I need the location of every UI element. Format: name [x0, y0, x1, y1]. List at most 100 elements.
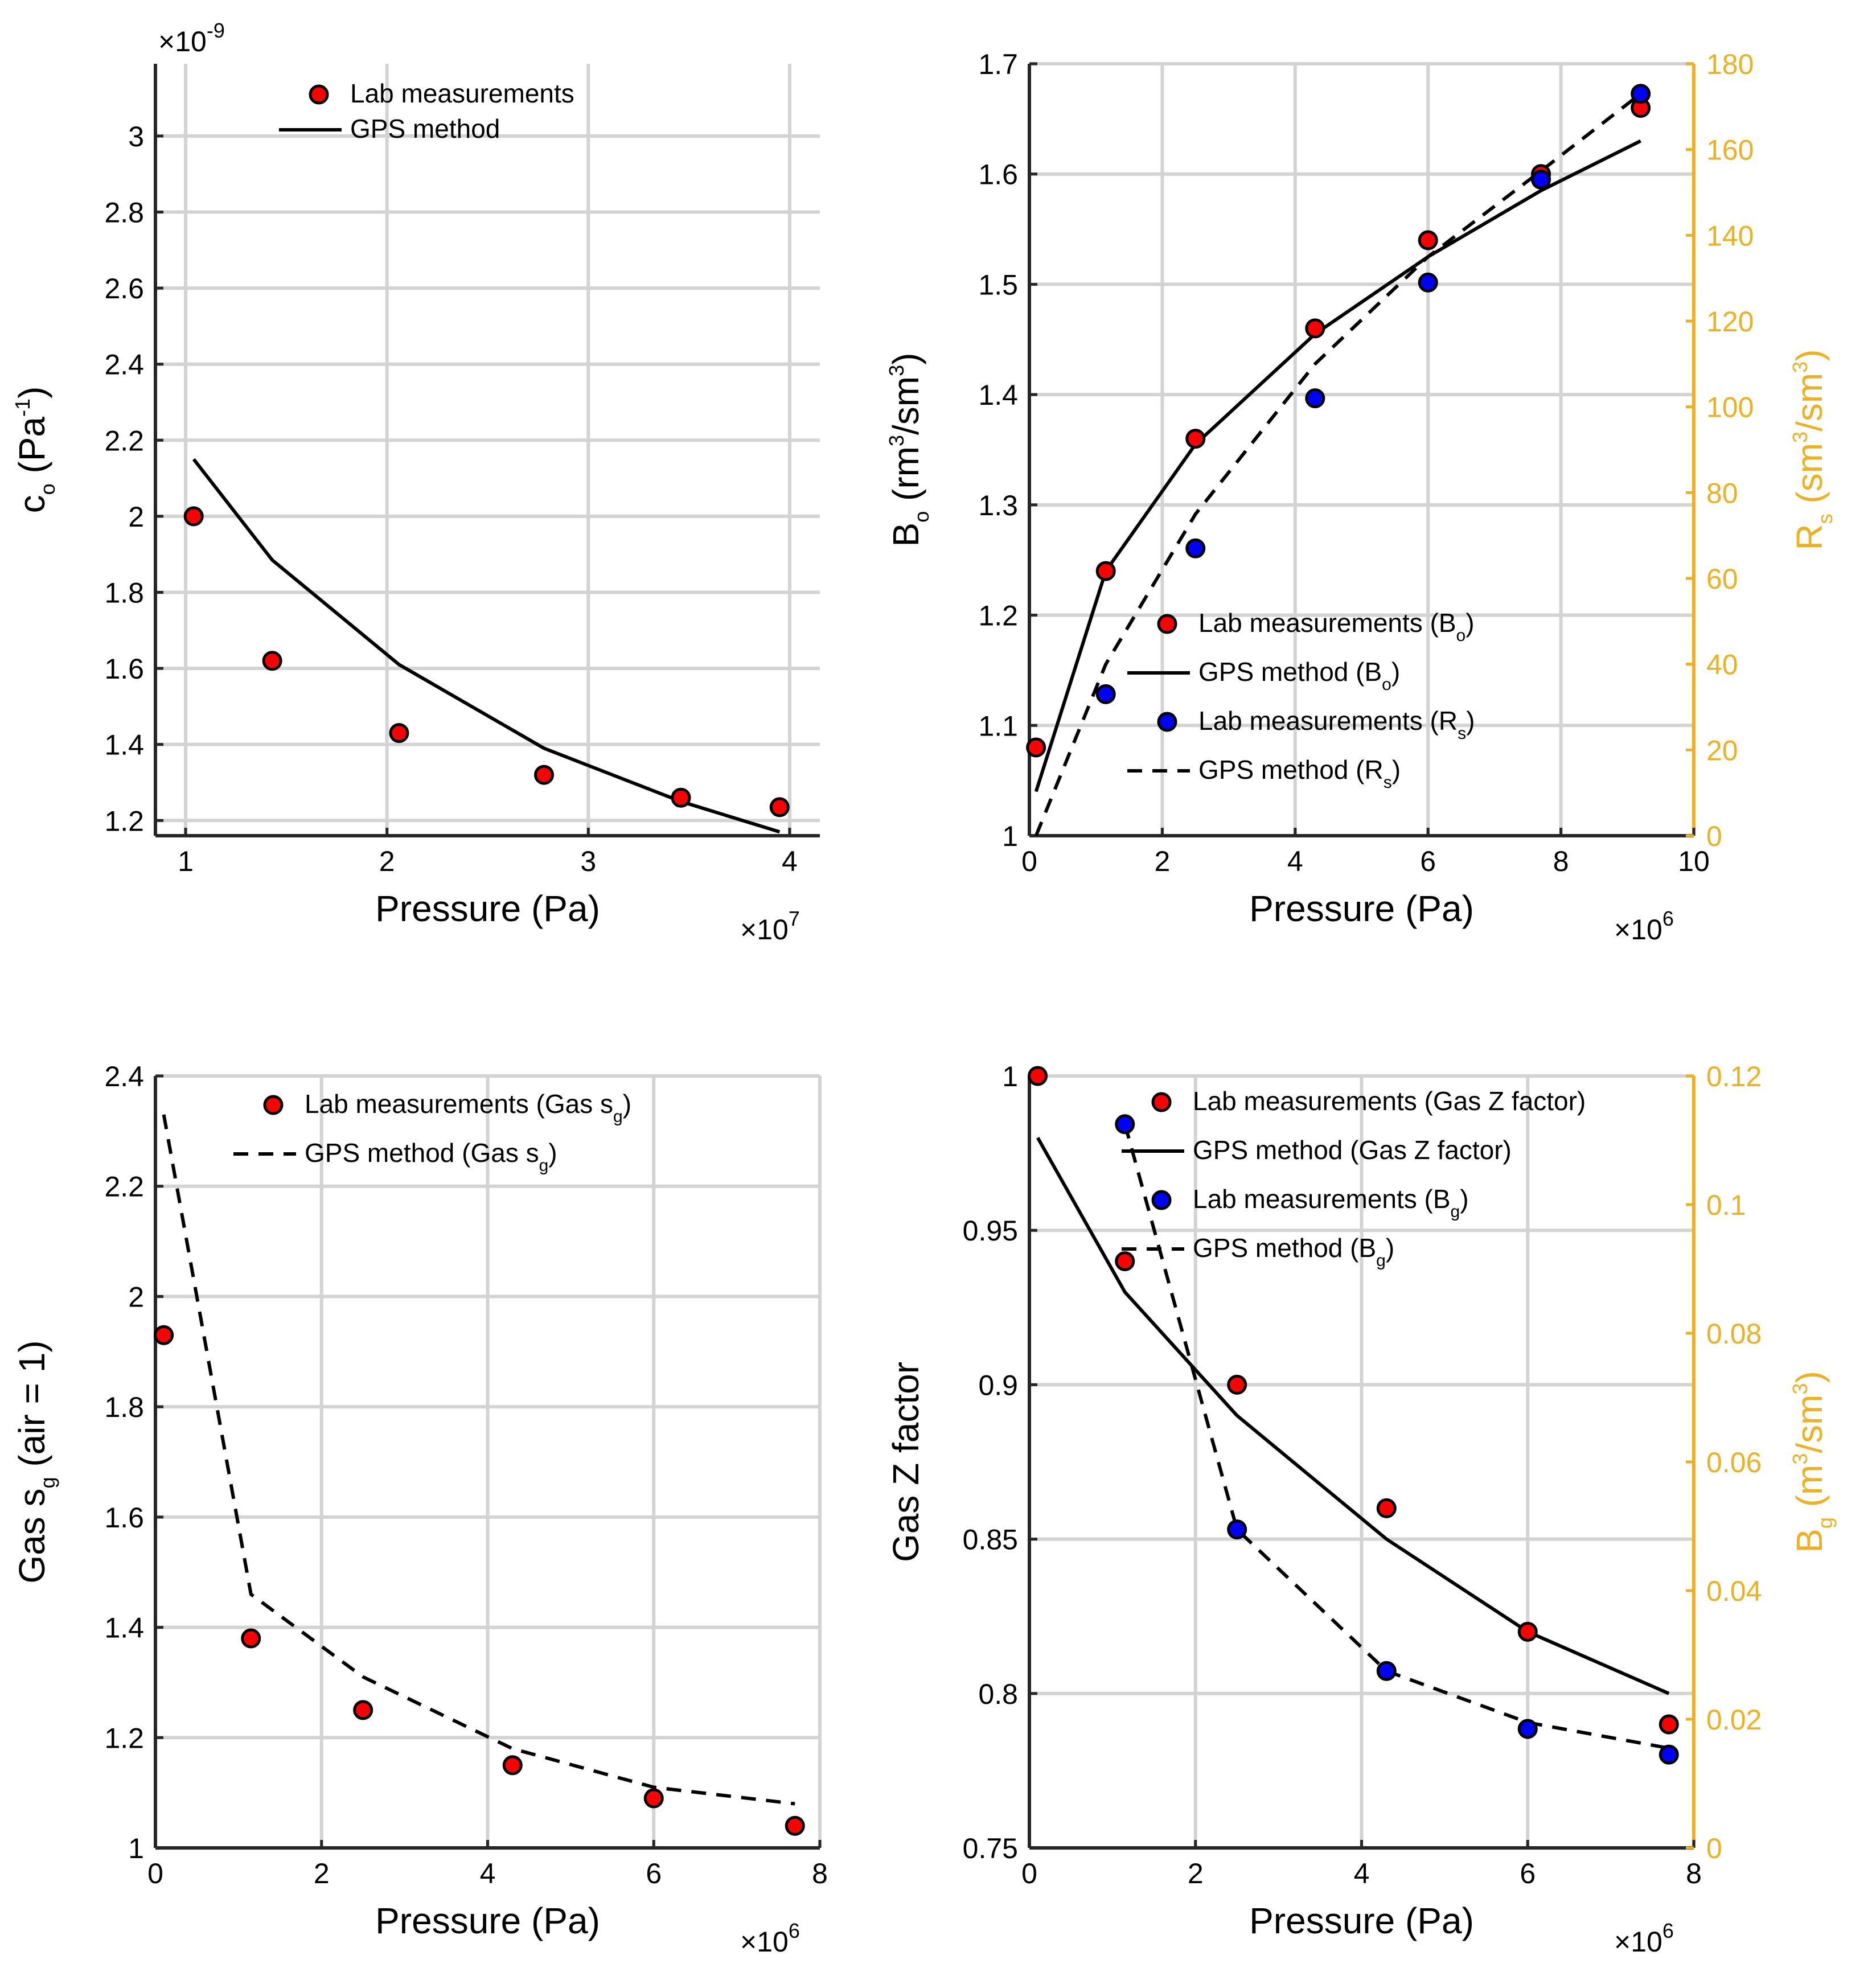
series-line-solid	[1034, 139, 1641, 792]
data-point	[1418, 272, 1438, 293]
x-tick-label: 0	[147, 1858, 163, 1889]
legend: Lab measurements (Gas Z factor) GPS metho…	[1122, 1086, 1586, 1270]
x-axis-label: Pressure (Pa)	[1249, 888, 1474, 929]
legend-label: Lab measurements (Bo)	[1198, 608, 1475, 645]
y-tick-label: 1.5	[978, 269, 1018, 301]
legend-marker	[1151, 1190, 1172, 1210]
data-point	[1115, 1114, 1135, 1135]
x-tick-label: 8	[812, 1858, 828, 1889]
ylabel-sub: g	[36, 1477, 59, 1488]
y-right-tick-label: 0.12	[1706, 1061, 1762, 1092]
data-point	[353, 1700, 373, 1720]
legend: Lab measurements GPS method	[279, 79, 574, 143]
ylabel-sup: 3	[885, 435, 908, 446]
y-right-tick-label: 120	[1706, 306, 1754, 338]
legend-suffix: )	[1466, 608, 1474, 638]
legend-label: Lab measurements	[350, 79, 574, 108]
ylabel-right-sup: 3	[1788, 1453, 1812, 1465]
legend-sub: s	[1458, 724, 1466, 743]
ylabel-main: B	[885, 523, 926, 547]
ylabel-main: Gas Z factor	[885, 1362, 926, 1562]
panel-zf: 0 2 4 6 8 0.75 0.8 0.85 0.9 0.95 1 0 0.02 0.04 0.06 0.0…	[885, 1061, 1837, 1958]
series-line-dashed	[162, 1114, 795, 1806]
y-tick-label: 1.4	[104, 729, 144, 761]
legend-text: GPS method (B	[1193, 1233, 1376, 1263]
y-tick-label: 2	[128, 1281, 144, 1313]
ylabel-sup: -1	[11, 398, 34, 417]
legend-text: GPS method (B	[1198, 657, 1382, 687]
x-tick-label: 3	[580, 845, 596, 877]
x-axis-multiplier: ×106	[1614, 1919, 1674, 1958]
legend-text: GPS method	[350, 114, 500, 143]
data-point	[1095, 561, 1116, 581]
legend-sub: o	[1382, 675, 1391, 694]
x-axis-label: Pressure (Pa)	[375, 888, 600, 929]
y-tick-label: 1	[128, 1833, 144, 1864]
panel-co: 1 2 3 4 1.2 1.4 1.6 1.8 2 2.2 2.4 2.6 2.8 3 Pressure (…	[11, 19, 820, 946]
y-right-tick-label: 60	[1706, 563, 1738, 595]
y-right-tick-label: 180	[1706, 48, 1754, 80]
y-tick-label: 1.2	[978, 600, 1018, 632]
multiplier-exponent: 7	[789, 907, 800, 930]
y-tick-label: 1	[1002, 820, 1018, 852]
legend-text: Lab measurements (R	[1198, 706, 1458, 736]
legend-label: Lab measurements (Bg)	[1193, 1184, 1469, 1221]
y-tick-label: 1.4	[978, 379, 1018, 411]
y-right-tick-label: 160	[1706, 134, 1754, 166]
legend-marker	[309, 84, 329, 105]
legend: Lab measurements (Bo)GPS method (Bo)Lab …	[1127, 608, 1475, 792]
legend-suffix: )	[1386, 1233, 1394, 1263]
legend-suffix: )	[1466, 706, 1475, 736]
legend-suffix: )	[1391, 657, 1400, 687]
y-axis-label: co (Pa-1)	[11, 387, 59, 513]
y-tick-label: 1.3	[978, 490, 1018, 521]
multiplier-exponent: 6	[789, 1919, 800, 1942]
legend-sub: g	[539, 1156, 549, 1175]
legend-sub: o	[1456, 626, 1466, 645]
legend-text: GPS method (Gas s	[305, 1138, 539, 1168]
multiplier-base: ×10	[1614, 914, 1662, 946]
legend-suffix: )	[1460, 1184, 1468, 1214]
ylabel-main: c	[11, 495, 52, 513]
legend-label: Lab measurements (Gas sg)	[305, 1089, 631, 1126]
data-point	[671, 787, 691, 808]
panel-bo: 0 2 4 6 8 10 1 1.1 1.2 1.3 1.4 1.5 1.6 1.7 0 20 40 60 80 10…	[885, 48, 1837, 946]
data-point	[241, 1628, 261, 1649]
y-right-tick-label: 20	[1706, 734, 1738, 766]
ylabel-right-end: /sm	[1789, 373, 1830, 432]
y-tick-label: 1.4	[104, 1612, 144, 1644]
x-tick-label: 2	[1188, 1858, 1204, 1889]
x-tick-label: 6	[1520, 1858, 1536, 1889]
panel-sg: 0 2 4 6 8 1 1.2 1.4 1.6 1.8 2 2.2 2.4 Pressure (Pa) ×1…	[11, 1061, 828, 1958]
data-point	[1305, 388, 1325, 409]
y-tick-label: 2.6	[104, 273, 144, 305]
y-tick-label: 1.2	[104, 1722, 144, 1754]
y-axis-label: Gas Z factor	[885, 1362, 926, 1562]
x-axis-label: Pressure (Pa)	[1249, 1900, 1474, 1941]
multiplier-exponent: 6	[1662, 1919, 1674, 1942]
y-right-tick-label: 0	[1706, 1833, 1722, 1864]
data-point	[1631, 84, 1651, 104]
ylabel-end2: )	[885, 353, 926, 365]
y-tick-label: 0.85	[963, 1524, 1018, 1556]
data-point	[1305, 318, 1325, 339]
y-tick-label: 1.1	[978, 710, 1018, 742]
data-point	[1517, 1719, 1538, 1739]
legend-text: Lab measurements	[350, 79, 574, 108]
y-tick-label: 2.2	[104, 1171, 144, 1203]
y-tick-label: 2.4	[104, 1061, 144, 1092]
y-tick-label: 2.8	[104, 197, 144, 229]
y-right-tick-label: 0.1	[1706, 1189, 1746, 1221]
y-tick-label: 2.2	[104, 425, 144, 457]
y-right-tick-label: 40	[1706, 649, 1738, 681]
legend-sub: g	[613, 1107, 623, 1126]
legend-marker	[1157, 712, 1177, 732]
x-tick-label: 2	[379, 845, 395, 877]
legend-sub: g	[1376, 1251, 1386, 1270]
y-axis-multiplier: ×10-9	[158, 19, 225, 57]
data-point	[1517, 1621, 1538, 1642]
series-line-solid	[1036, 1137, 1670, 1695]
legend-text: Lab measurements (Gas s	[305, 1089, 613, 1119]
data-point	[1376, 1498, 1397, 1518]
x-tick-label: 4	[782, 845, 798, 877]
